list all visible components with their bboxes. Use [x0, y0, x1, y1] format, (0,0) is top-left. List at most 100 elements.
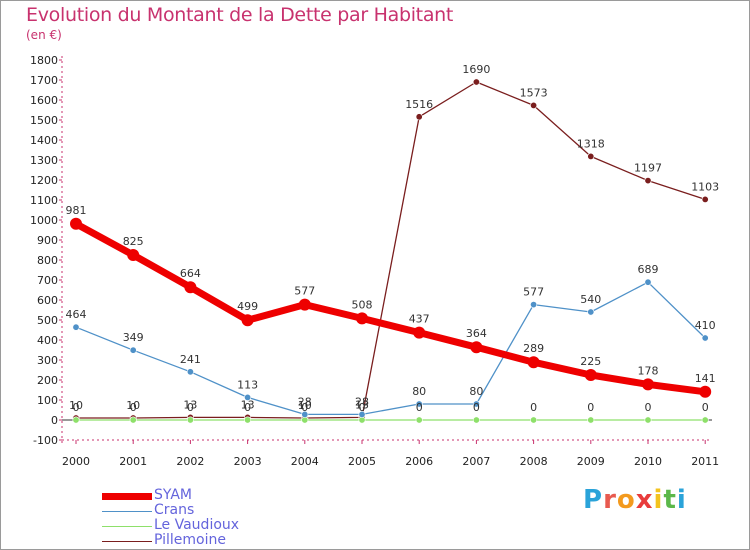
y-tick-label: 0: [51, 414, 58, 427]
data-point-syam: [527, 356, 540, 369]
data-point-le-vaudioux: [129, 416, 137, 424]
data-point-syam: [127, 249, 140, 261]
data-label-le-vaudioux: 0: [645, 401, 652, 414]
data-point-pillemoine: [530, 101, 538, 109]
data-point-le-vaudioux: [701, 416, 709, 424]
data-label-syam: 825: [123, 235, 144, 248]
data-label-syam: 981: [66, 204, 87, 217]
y-tick-label: 700: [37, 274, 58, 287]
data-point-crans: [587, 308, 595, 316]
data-label-crans: 464: [66, 308, 87, 321]
data-label-crans: 28: [355, 395, 369, 408]
data-point-le-vaudioux: [530, 416, 538, 424]
data-label-le-vaudioux: 0: [73, 401, 80, 414]
y-tick-label: 1000: [30, 214, 58, 227]
data-point-syam: [584, 369, 597, 381]
data-point-crans: [244, 393, 252, 401]
y-tick-label: 1100: [30, 194, 58, 207]
data-label-crans: 28: [298, 395, 312, 408]
y-tick-label: 1600: [30, 94, 58, 107]
legend-swatch-pillemoine: [102, 541, 152, 542]
data-point-syam: [413, 326, 426, 339]
data-point-pillemoine: [701, 195, 709, 203]
data-label-syam: 664: [180, 267, 201, 280]
data-point-crans: [644, 278, 652, 286]
data-point-crans: [72, 323, 80, 331]
x-tick-label: 2002: [176, 455, 204, 468]
data-point-crans: [358, 410, 366, 418]
x-tick-label: 2010: [634, 455, 662, 468]
data-label-le-vaudioux: 0: [301, 401, 308, 414]
legend-label-pillemoine: Pillemoine: [154, 532, 226, 548]
data-label-le-vaudioux: 0: [587, 401, 594, 414]
data-label-syam: 364: [466, 327, 487, 340]
proxiti-logo: Proxiti: [583, 485, 687, 515]
legend-label-le-vaudioux: Le Vaudioux: [154, 517, 240, 533]
data-label-syam: 289: [523, 342, 544, 355]
y-tick-label: 300: [37, 354, 58, 367]
x-tick-label: 2003: [234, 455, 262, 468]
data-label-le-vaudioux: 0: [416, 401, 423, 414]
data-point-pillemoine: [587, 152, 595, 160]
data-label-crans: 410: [695, 319, 716, 332]
data-point-pillemoine: [644, 177, 652, 185]
data-label-pillemoine: 13: [241, 398, 255, 411]
chart-series: [70, 78, 712, 424]
legend-label-syam: SYAM: [154, 487, 193, 503]
data-point-le-vaudioux: [186, 416, 194, 424]
data-point-le-vaudioux: [644, 416, 652, 424]
data-label-pillemoine: 10: [298, 399, 312, 412]
data-label-le-vaudioux: 0: [130, 401, 137, 414]
logo-letter: o: [616, 485, 636, 515]
x-tick-label: 2008: [520, 455, 548, 468]
data-label-le-vaudioux: 0: [359, 401, 366, 414]
y-tick-label: 600: [37, 294, 58, 307]
y-tick-label: 1200: [30, 174, 58, 187]
x-tick-label: 2004: [291, 455, 319, 468]
y-tick-label: 1500: [30, 114, 58, 127]
data-point-pillemoine: [472, 78, 480, 86]
data-point-le-vaudioux: [244, 416, 252, 424]
logo-letter: i: [676, 485, 687, 515]
data-point-le-vaudioux: [587, 416, 595, 424]
data-point-syam: [642, 378, 654, 391]
series-line-crans: [75, 281, 706, 416]
data-label-crans: 80: [469, 385, 483, 398]
data-point-le-vaudioux: [472, 416, 480, 424]
data-label-pillemoine: 1573: [520, 86, 548, 99]
data-label-crans: 577: [523, 286, 544, 299]
data-label-le-vaudioux: 0: [530, 401, 537, 414]
data-label-le-vaudioux: 0: [702, 401, 709, 414]
legend-swatch-crans: [102, 511, 152, 512]
data-label-pillemoine: 13: [355, 398, 369, 411]
data-label-syam: 499: [237, 300, 258, 313]
data-label-pillemoine: 1516: [405, 98, 433, 111]
data-label-syam: 178: [638, 364, 659, 377]
data-label-crans: 241: [180, 353, 201, 366]
data-label-pillemoine: 13: [183, 398, 197, 411]
logo-letter: i: [653, 485, 664, 515]
x-tick-label: 2009: [577, 455, 605, 468]
data-label-crans: 80: [412, 385, 426, 398]
x-tick-label: 2005: [348, 455, 376, 468]
legend-swatch-syam: [102, 493, 152, 500]
data-label-crans: 113: [237, 378, 258, 391]
x-tick-label: 2006: [405, 455, 433, 468]
y-tick-label: 900: [37, 234, 58, 247]
y-tick-label: 500: [37, 314, 58, 327]
data-point-crans: [301, 410, 309, 418]
data-point-syam: [184, 281, 197, 294]
data-label-crans: 689: [638, 263, 659, 276]
legend-swatch-le-vaudioux: [102, 526, 152, 527]
data-point-crans: [472, 400, 480, 408]
data-point-pillemoine: [415, 113, 423, 121]
data-label-pillemoine: 1197: [634, 162, 662, 175]
y-tick-label: 200: [37, 374, 58, 387]
chart-subtitle: (en €): [26, 28, 62, 42]
data-label-le-vaudioux: 0: [244, 401, 251, 414]
logo-letter: t: [663, 485, 677, 515]
data-label-pillemoine: 10: [126, 399, 140, 412]
data-point-syam: [699, 385, 712, 398]
